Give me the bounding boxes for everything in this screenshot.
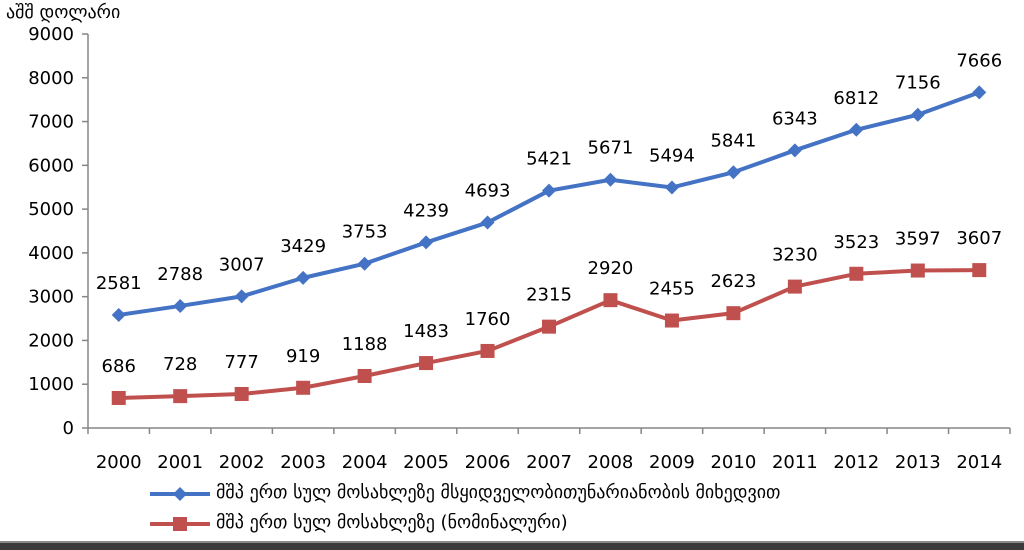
- data-label: 1760: [465, 309, 511, 330]
- data-label: 5841: [710, 130, 756, 151]
- data-point-diamond: [173, 298, 188, 313]
- data-label: 3597: [895, 229, 941, 250]
- data-point-diamond: [972, 85, 987, 100]
- x-tick-label: 2008: [588, 452, 634, 473]
- data-label: 919: [286, 346, 320, 367]
- data-point-square: [173, 389, 188, 404]
- y-axis-title: აშშ დოლარი: [6, 2, 121, 23]
- data-label: 2788: [157, 264, 203, 285]
- data-label: 686: [102, 356, 136, 377]
- data-point-diamond: [419, 235, 434, 250]
- y-tick-label: 6000: [28, 155, 74, 176]
- data-point-diamond: [849, 122, 864, 137]
- data-point-diamond: [603, 172, 618, 187]
- legend-marker-square: [150, 517, 210, 531]
- x-tick-label: 2012: [833, 452, 879, 473]
- data-point-square: [972, 263, 987, 278]
- x-tick-label: 2000: [96, 452, 142, 473]
- data-label: 4693: [465, 181, 511, 202]
- legend-marker-diamond: [150, 487, 210, 501]
- y-tick-label: 3000: [28, 287, 74, 308]
- x-tick-label: 2013: [895, 452, 941, 473]
- x-tick-label: 2014: [956, 452, 1002, 473]
- data-label: 2623: [710, 271, 756, 292]
- data-point-diamond: [542, 183, 556, 198]
- series-line-0: [118, 90, 980, 317]
- x-tick-label: 2009: [649, 452, 695, 473]
- y-tick-label: 2000: [28, 330, 74, 351]
- data-label: 2455: [649, 279, 695, 300]
- data-point-diamond: [234, 289, 249, 304]
- data-point-square: [480, 343, 495, 358]
- data-label: 777: [224, 352, 258, 373]
- x-tick-label: 2011: [772, 452, 818, 473]
- data-label: 2315: [526, 285, 572, 306]
- data-label: 3523: [833, 232, 879, 253]
- data-point-diamond: [787, 143, 802, 158]
- data-label: 1188: [342, 334, 388, 355]
- y-tick-label: 5000: [28, 199, 74, 220]
- x-tick-label: 2005: [403, 452, 449, 473]
- data-point-square: [664, 313, 679, 328]
- data-point-diamond: [357, 256, 372, 271]
- y-tick-label: 4000: [28, 243, 74, 264]
- x-tick-label: 2001: [157, 452, 203, 473]
- x-tick-label: 2010: [710, 452, 756, 473]
- data-label: 6812: [833, 88, 879, 109]
- data-point-diamond: [910, 107, 925, 122]
- data-label: 5494: [649, 145, 695, 166]
- data-label: 5421: [526, 149, 572, 170]
- data-label: 2920: [588, 258, 634, 279]
- data-point-square: [603, 293, 618, 308]
- data-label: 5671: [588, 138, 634, 159]
- y-tick-label: 1000: [28, 374, 74, 395]
- data-label: 3607: [956, 228, 1002, 249]
- data-point-square: [542, 319, 556, 334]
- y-tick-label: 7000: [28, 112, 74, 133]
- x-tick-label: 2007: [526, 452, 572, 473]
- data-point-diamond: [296, 270, 311, 285]
- x-tick-label: 2004: [342, 452, 388, 473]
- y-tick-label: 8000: [28, 68, 74, 89]
- data-label: 7156: [895, 73, 941, 94]
- data-point-diamond: [664, 180, 679, 195]
- data-label: 728: [163, 354, 197, 375]
- data-point-square: [296, 380, 311, 395]
- legend-label-ppp: მშპ ერთ სულ მოსახლეზე მსყიდველობითუნარია…: [216, 482, 781, 503]
- data-label: 7666: [956, 50, 1002, 71]
- y-tick-label: 0: [63, 418, 74, 439]
- data-point-square: [726, 306, 741, 321]
- data-point-diamond: [726, 165, 741, 180]
- legend-label-nominal: მშპ ერთ სულ მოსახლეზე (ნომინალური): [216, 512, 568, 533]
- data-label: 3230: [772, 245, 818, 266]
- data-point-square: [234, 386, 249, 401]
- data-point-square: [111, 390, 126, 405]
- data-label: 6343: [772, 108, 818, 129]
- data-point-square: [910, 263, 925, 278]
- x-tick-label: 2003: [280, 452, 326, 473]
- x-tick-label: 2006: [465, 452, 511, 473]
- data-label: 3753: [342, 222, 388, 243]
- data-label: 3429: [280, 236, 326, 257]
- legend-item-ppp: მშპ ერთ სულ მოსახლეზე მსყიდველობითუნარია…: [150, 480, 1010, 508]
- data-label: 1483: [403, 321, 449, 342]
- data-point-square: [787, 279, 802, 294]
- data-point-diamond: [111, 308, 126, 323]
- data-point-square: [357, 368, 372, 383]
- bottom-divider: [0, 541, 1024, 550]
- data-label: 3007: [219, 254, 265, 275]
- data-point-square: [419, 356, 434, 371]
- data-label: 4239: [403, 200, 449, 221]
- data-point-square: [849, 266, 864, 281]
- data-label: 2581: [96, 273, 142, 294]
- y-tick-label: 9000: [28, 24, 74, 45]
- data-point-diamond: [480, 215, 495, 230]
- x-tick-label: 2002: [219, 452, 265, 473]
- legend-item-nominal: მშპ ერთ სულ მოსახლეზე (ნომინალური): [150, 510, 1010, 538]
